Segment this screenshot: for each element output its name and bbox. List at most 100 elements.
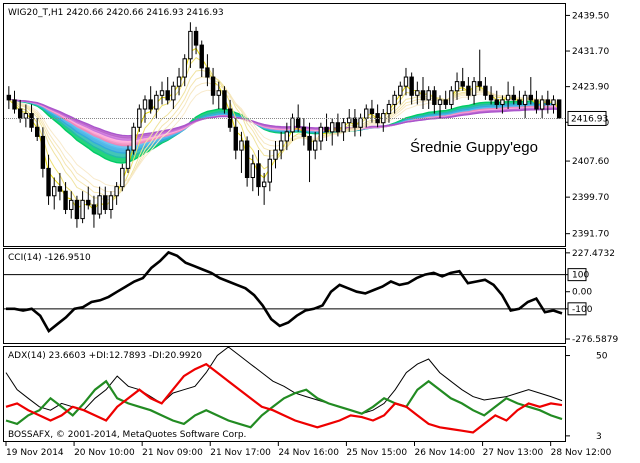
price-axis-label: 2423.90 bbox=[572, 83, 609, 93]
guppy-annotation: Średnie Guppy'ego bbox=[410, 138, 538, 156]
candle-body bbox=[403, 76, 409, 87]
cci-level-tag bbox=[567, 302, 587, 316]
guppy-short-line bbox=[8, 89, 560, 187]
time-axis-label: 24 Nov 16:00 bbox=[278, 448, 339, 458]
candle-body bbox=[91, 204, 97, 215]
candle-body bbox=[108, 195, 114, 210]
cci-axis-label: 227.4732 bbox=[572, 249, 615, 259]
candle bbox=[154, 90, 159, 119]
watermark-text: BOSSAFX, © 2001-2014, MetaQuotes Softwar… bbox=[8, 430, 246, 440]
candle-body bbox=[539, 99, 545, 110]
candle bbox=[369, 99, 375, 123]
candle-body bbox=[330, 122, 335, 133]
price-panel-frame bbox=[3, 3, 566, 247]
adx-series bbox=[5, 362, 563, 434]
candle-body bbox=[57, 186, 63, 192]
candle-body bbox=[324, 126, 329, 133]
candle bbox=[278, 131, 284, 160]
candle bbox=[188, 22, 193, 68]
current-price-tag-text: 2416.93 bbox=[571, 114, 608, 124]
candle bbox=[23, 104, 29, 128]
cci-levels bbox=[4, 274, 566, 310]
candle-body bbox=[335, 122, 341, 133]
candle bbox=[205, 54, 210, 87]
adx-panel-frame bbox=[3, 346, 566, 442]
price-symbol-label: WIG20_T,H1 2420.66 2420.66 2416.93 2416.… bbox=[8, 8, 224, 18]
candle-body bbox=[239, 140, 244, 151]
candle bbox=[171, 81, 176, 110]
candle-body bbox=[267, 158, 273, 183]
guppy-long-line bbox=[8, 99, 560, 137]
time-axis-label: 26 Nov 14:00 bbox=[414, 448, 475, 458]
candle bbox=[239, 131, 244, 173]
candle-body bbox=[551, 99, 556, 105]
candle-body bbox=[352, 117, 358, 128]
candle bbox=[392, 90, 397, 114]
candle-body bbox=[86, 199, 91, 206]
candle-body bbox=[505, 94, 511, 101]
candle bbox=[91, 195, 97, 228]
adx-series bbox=[5, 346, 563, 415]
candle-body bbox=[511, 94, 516, 101]
candle bbox=[86, 186, 91, 210]
candle-body bbox=[409, 76, 414, 96]
time-axis-label: 21 Nov 17:00 bbox=[210, 448, 271, 458]
candle-body bbox=[449, 90, 454, 105]
candle bbox=[352, 109, 358, 137]
candle-body bbox=[420, 90, 426, 101]
candle-body bbox=[307, 135, 312, 151]
cci-axis-label: 0.00 bbox=[572, 288, 592, 298]
candle bbox=[511, 86, 516, 105]
adx-axis: 50 3 bbox=[566, 352, 608, 442]
candle-body bbox=[545, 99, 551, 105]
time-axis-label: 28 Nov 12:00 bbox=[551, 448, 612, 458]
candle bbox=[137, 104, 142, 132]
candle-body bbox=[375, 113, 380, 124]
guppy-long-line bbox=[8, 99, 560, 147]
candle-body bbox=[301, 126, 307, 137]
adx-series bbox=[5, 379, 563, 429]
candle-body bbox=[318, 126, 324, 142]
candle bbox=[335, 113, 341, 137]
candle bbox=[273, 140, 278, 169]
candle-body bbox=[23, 113, 29, 119]
candle-body bbox=[205, 67, 210, 78]
candle bbox=[256, 150, 261, 196]
cci-series bbox=[6, 250, 563, 333]
candle-body bbox=[483, 85, 488, 96]
candle bbox=[80, 191, 85, 224]
candle bbox=[210, 67, 216, 105]
candle bbox=[500, 95, 505, 114]
guppy-ribbons bbox=[8, 47, 560, 211]
candle-body bbox=[392, 94, 397, 105]
candle-body bbox=[261, 181, 267, 188]
candle bbox=[250, 154, 255, 192]
candle-body bbox=[63, 190, 68, 210]
price-axis-label: 2391.70 bbox=[572, 230, 609, 240]
candle-body bbox=[69, 199, 74, 210]
candle bbox=[545, 90, 551, 114]
candle bbox=[426, 86, 431, 110]
candle-body bbox=[244, 140, 250, 179]
candle bbox=[403, 67, 409, 96]
candle bbox=[307, 122, 312, 183]
candle-body bbox=[273, 149, 278, 160]
candle bbox=[6, 86, 12, 110]
candle bbox=[556, 99, 562, 119]
candle-body bbox=[295, 117, 301, 128]
candle bbox=[46, 154, 51, 205]
candle-body bbox=[471, 81, 477, 96]
candle bbox=[193, 26, 199, 55]
current-price-tag-box bbox=[567, 110, 607, 126]
price-axis-label: 2399.70 bbox=[572, 193, 609, 203]
candle bbox=[74, 195, 80, 228]
candle bbox=[176, 67, 182, 96]
candle-body bbox=[488, 94, 494, 101]
candle bbox=[534, 90, 539, 114]
candle bbox=[409, 72, 414, 105]
candle bbox=[108, 191, 114, 219]
candle bbox=[318, 122, 324, 151]
candle-body bbox=[74, 199, 80, 220]
adx-axis-label: 3 bbox=[596, 432, 602, 442]
